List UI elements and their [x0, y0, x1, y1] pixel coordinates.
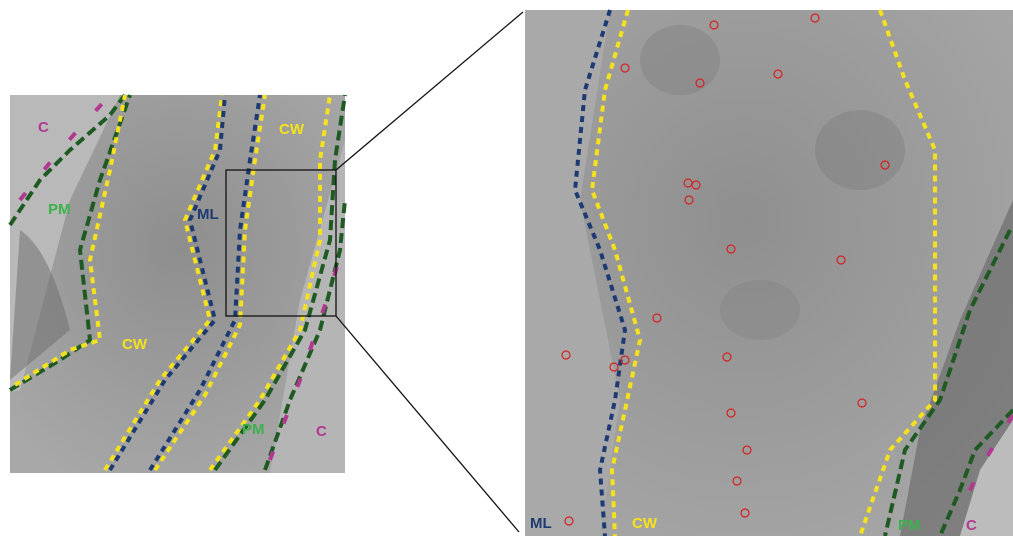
figure: C CW PM ML CW PM C ML — [0, 0, 1013, 536]
label: PM — [48, 201, 71, 218]
label: PM — [242, 421, 265, 438]
zoom-line — [336, 12, 523, 170]
label: C — [316, 423, 327, 440]
label: ML — [530, 515, 552, 532]
label: C — [966, 517, 977, 534]
label: CW — [279, 121, 305, 138]
label: CW — [632, 515, 658, 532]
label: CW — [122, 336, 148, 353]
label: PM — [898, 517, 921, 534]
right-micrograph: ML CW PM C — [525, 10, 1013, 536]
label: C — [38, 119, 49, 136]
left-micrograph: C CW PM ML CW PM C — [10, 95, 345, 473]
label: ML — [197, 206, 219, 223]
zoom-line — [336, 316, 519, 532]
